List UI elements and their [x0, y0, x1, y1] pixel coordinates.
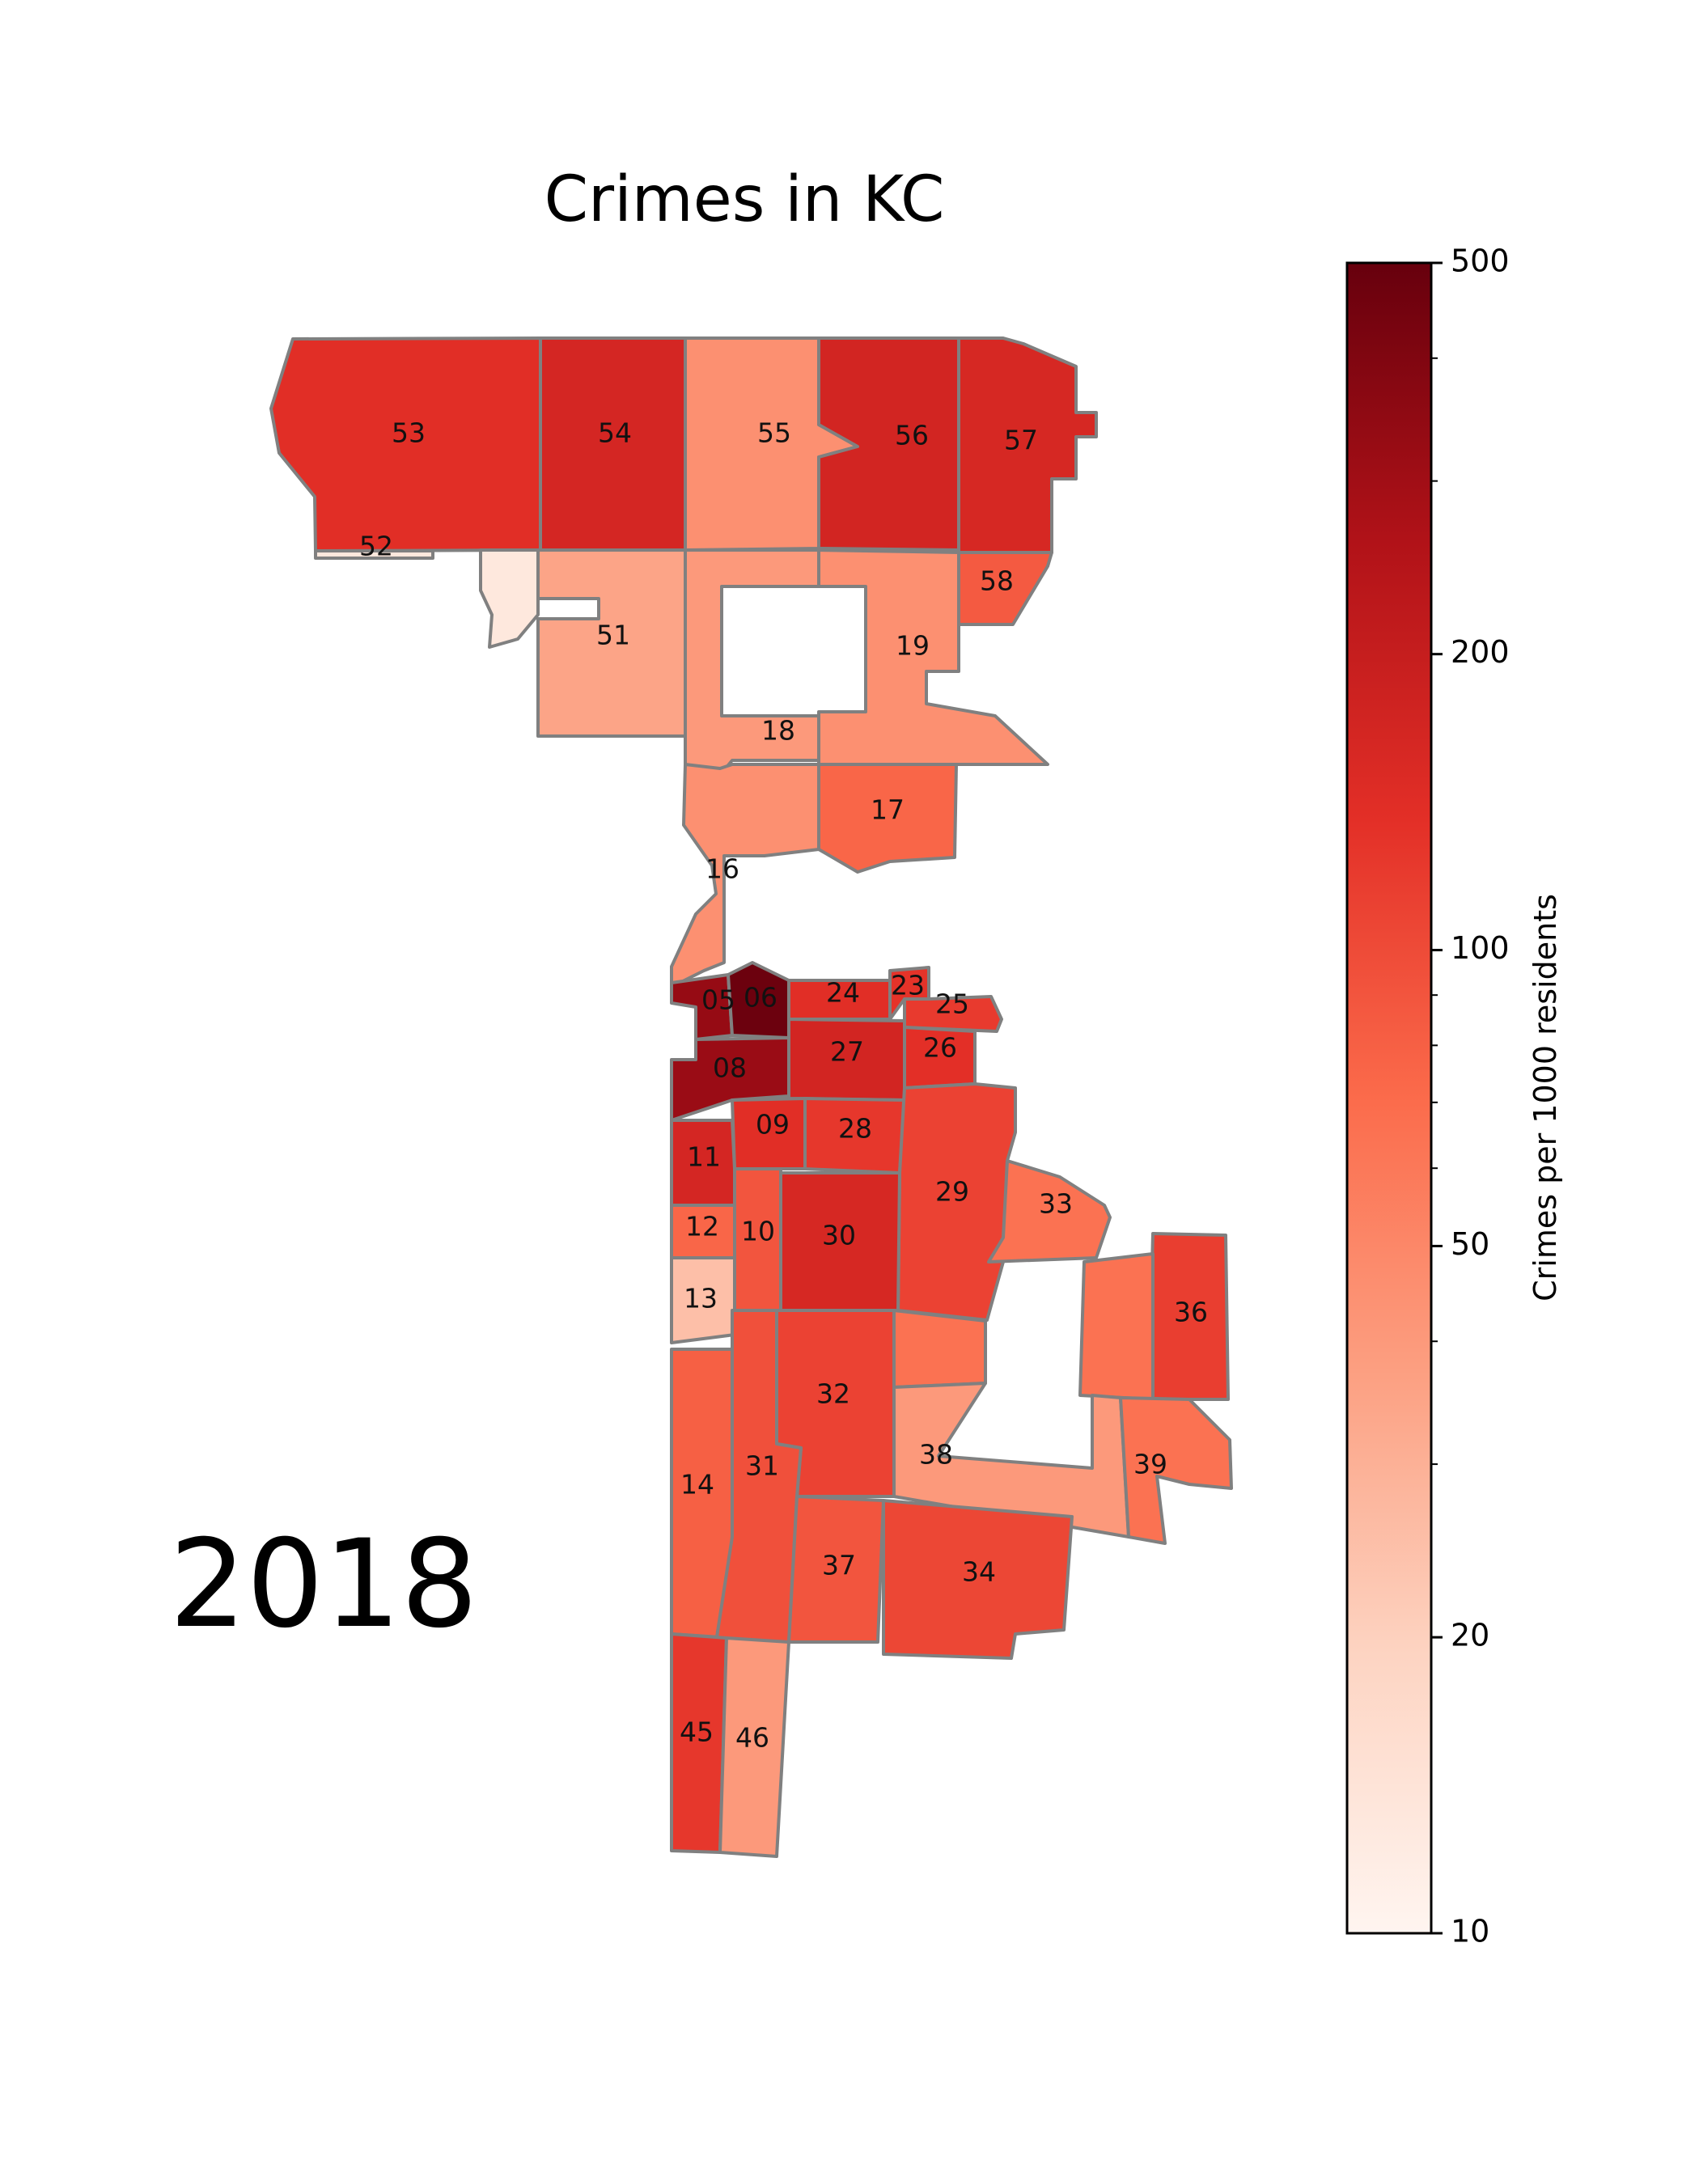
colorbar-tick-label: 200: [1451, 634, 1510, 670]
district-label-16: 16: [705, 853, 739, 885]
district-label-23: 23: [891, 970, 925, 1001]
district-39[interactable]: [1119, 1396, 1233, 1545]
district-label-57: 57: [1004, 425, 1038, 456]
district-37[interactable]: [787, 1495, 885, 1644]
colorbar-label: Crimes per 1000 residents: [1527, 894, 1563, 1302]
district-label-39: 39: [1133, 1449, 1167, 1480]
colorbar-tick-label: 100: [1451, 930, 1510, 966]
colorbar-gradient: [1345, 261, 1433, 1935]
district-label-38: 38: [919, 1439, 953, 1471]
district-label-32: 32: [816, 1378, 850, 1410]
district-label-10: 10: [741, 1216, 775, 1247]
colorbar-tick-label: 500: [1451, 243, 1510, 279]
district-label-36: 36: [1174, 1297, 1208, 1328]
district-label-24: 24: [826, 977, 860, 1009]
district-label-25: 25: [935, 988, 969, 1020]
district-label-08: 08: [713, 1052, 747, 1084]
district-layer: [269, 336, 1233, 1858]
district-label-58: 58: [980, 565, 1014, 597]
colorbar-ticks: 500 200 100 50 20 10: [1431, 243, 1510, 1949]
district-18[interactable]: [684, 548, 820, 786]
map-title: Crimes in KC: [544, 163, 945, 236]
district-label-17: 17: [871, 794, 905, 826]
district-36-west[interactable]: [1078, 1252, 1155, 1401]
district-label-30: 30: [822, 1220, 856, 1251]
district-labels: 53 54 55 56 57 52 51 58 19 18 17 16 05 06 08 24 23 25 27 26…: [359, 417, 1208, 1754]
district-label-12: 12: [685, 1211, 719, 1242]
district-label-19: 19: [896, 630, 930, 662]
district-label-34: 34: [962, 1556, 996, 1588]
district-label-55: 55: [757, 417, 791, 449]
district-46[interactable]: [718, 1636, 790, 1858]
colorbar-tick-label: 20: [1451, 1618, 1489, 1653]
district-label-13: 13: [684, 1283, 718, 1314]
district-label-11: 11: [687, 1141, 721, 1173]
district-label-37: 37: [822, 1550, 856, 1581]
district-label-28: 28: [838, 1113, 872, 1145]
district-label-51: 51: [596, 620, 630, 651]
district-33[interactable]: [987, 1159, 1112, 1263]
district-label-06: 06: [744, 982, 777, 1014]
district-label-33: 33: [1039, 1188, 1073, 1220]
district-16[interactable]: [670, 763, 820, 988]
colorbar: 500 200 100 50 20 10 Crimes per 1000 resident…: [1345, 243, 1563, 1949]
district-label-56: 56: [895, 420, 929, 451]
district-51-west[interactable]: [479, 548, 540, 649]
district-label-05: 05: [701, 984, 735, 1016]
district-label-27: 27: [830, 1036, 864, 1068]
district-label-53: 53: [392, 417, 426, 449]
district-label-26: 26: [923, 1032, 957, 1064]
district-label-52: 52: [359, 531, 393, 562]
district-label-45: 45: [680, 1716, 714, 1748]
district-label-54: 54: [598, 417, 632, 449]
colorbar-tick-label: 10: [1451, 1914, 1489, 1949]
colorbar-tick-label: 50: [1451, 1226, 1489, 1262]
district-label-14: 14: [680, 1469, 714, 1500]
district-label-29: 29: [935, 1176, 969, 1208]
district-34[interactable]: [882, 1499, 1074, 1660]
district-label-31: 31: [745, 1450, 779, 1482]
district-19[interactable]: [817, 548, 1049, 766]
district-52[interactable]: [314, 549, 434, 560]
district-38-north[interactable]: [892, 1309, 987, 1389]
year-label: 2018: [169, 1514, 478, 1655]
district-label-09: 09: [756, 1109, 790, 1141]
district-label-18: 18: [761, 715, 795, 747]
district-label-46: 46: [735, 1722, 769, 1754]
